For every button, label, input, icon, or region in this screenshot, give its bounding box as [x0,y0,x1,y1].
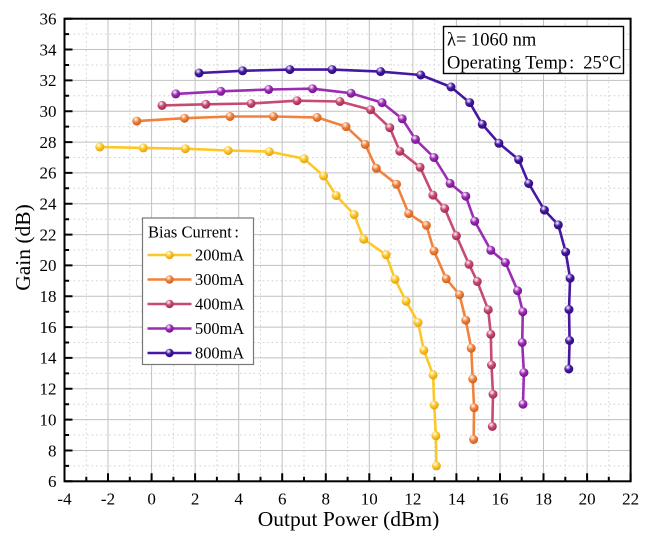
svg-text:10: 10 [40,410,57,429]
svg-text:32: 32 [40,71,57,90]
svg-text:12: 12 [404,489,421,508]
svg-text:22: 22 [40,225,57,244]
svg-text:8: 8 [48,441,57,460]
svg-text:36: 36 [40,10,57,29]
svg-text:30: 30 [40,102,57,121]
svg-text:12: 12 [40,380,57,399]
svg-text:-2: -2 [101,489,115,508]
svg-text:28: 28 [40,133,57,152]
svg-text:λ= 1060 nm: λ= 1060 nm [447,31,537,51]
svg-text:18: 18 [40,287,57,306]
svg-text:200mA: 200mA [195,246,244,265]
svg-text:8: 8 [322,489,331,508]
svg-text:0: 0 [147,489,156,508]
svg-text:Bias Current:: Bias Current: [148,223,239,242]
svg-text:16: 16 [492,489,509,508]
svg-text:20: 20 [579,489,596,508]
svg-text:Output Power (dBm): Output Power (dBm) [258,507,440,531]
svg-text:4: 4 [234,489,243,508]
svg-text:800mA: 800mA [195,344,244,363]
svg-text:2: 2 [191,489,200,508]
svg-text:20: 20 [40,256,57,275]
svg-text:22: 22 [622,489,639,508]
svg-text:34: 34 [40,40,58,59]
svg-text:400mA: 400mA [195,295,244,314]
svg-text:16: 16 [40,318,57,337]
svg-text:6: 6 [278,489,287,508]
svg-text:Gain (dB): Gain (dB) [11,204,35,291]
svg-text:Operating Temp:25°C: Operating Temp:25°C [447,54,622,74]
svg-text:10: 10 [361,489,378,508]
svg-text:24: 24 [40,195,58,214]
svg-text:26: 26 [40,164,57,183]
svg-text:300mA: 300mA [195,270,244,289]
svg-text:14: 14 [448,489,466,508]
svg-text:14: 14 [40,349,58,368]
svg-text:18: 18 [535,489,552,508]
svg-text:6: 6 [48,472,57,491]
svg-text:-4: -4 [57,489,72,508]
svg-text:500mA: 500mA [195,319,244,338]
